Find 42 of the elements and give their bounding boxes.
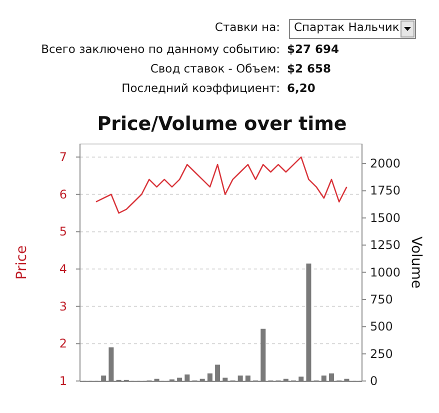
- y2-tick-label: 1500: [370, 210, 401, 225]
- y-tick-label: 2: [59, 336, 67, 351]
- y2-tick-label: 1750: [370, 184, 401, 198]
- bar: [321, 376, 326, 381]
- y2-tick-label: 750: [370, 292, 393, 306]
- bar: [215, 364, 220, 381]
- bar: [177, 378, 182, 381]
- bar: [245, 376, 250, 381]
- y2-tick-label: 250: [370, 346, 393, 361]
- text: Всего заключено по данному событию:: [41, 42, 280, 56]
- y-tick-label: 5: [59, 224, 67, 239]
- text: $27 694: [287, 42, 340, 56]
- bar: [298, 376, 304, 381]
- y2-tick-label: 1000: [370, 265, 401, 280]
- y-axis-title: Price: [14, 245, 30, 280]
- y2-axis-title: Volume: [408, 236, 424, 289]
- text: 6,20: [287, 81, 316, 95]
- chart-title: Price/Volume over time: [97, 113, 347, 135]
- bar: [108, 347, 114, 381]
- bar: [207, 373, 212, 381]
- bar: [238, 376, 243, 381]
- bar: [222, 378, 228, 381]
- text: Спартак Нальчик: [294, 20, 400, 34]
- bar: [101, 376, 106, 381]
- y-tick-label: 7: [59, 150, 67, 164]
- text: $2 658: [287, 62, 332, 76]
- y-tick-label: 1: [59, 374, 67, 388]
- text: Свод ставок - Объем:: [150, 62, 280, 76]
- y2-tick-label: 500: [370, 320, 393, 334]
- bar: [184, 374, 190, 381]
- bar: [329, 373, 334, 381]
- y2-tick-label: 0: [370, 374, 378, 388]
- y2-tick-label: 2000: [370, 156, 401, 171]
- text: Последний коэффициент:: [122, 81, 280, 95]
- y2-tick-label: 1250: [370, 238, 401, 252]
- y-tick-label: 6: [59, 187, 67, 202]
- y-tick-label: 4: [59, 262, 67, 276]
- text: Ставки на:: [214, 20, 280, 34]
- bar: [260, 328, 266, 381]
- bar: [306, 264, 312, 381]
- y-tick-label: 3: [59, 299, 67, 314]
- line-series: [95, 156, 348, 214]
